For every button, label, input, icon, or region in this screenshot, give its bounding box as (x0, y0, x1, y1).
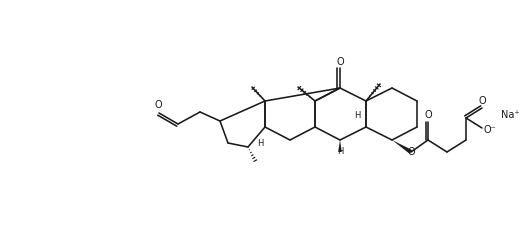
Text: O⁻: O⁻ (483, 125, 496, 135)
Polygon shape (392, 140, 412, 154)
Text: O: O (336, 57, 344, 67)
Text: O: O (424, 110, 432, 120)
Text: O: O (154, 100, 162, 110)
Text: H: H (337, 148, 343, 156)
Text: Na⁺: Na⁺ (501, 110, 519, 120)
Text: O: O (478, 96, 486, 106)
Text: H: H (257, 138, 263, 148)
Text: H: H (354, 112, 360, 120)
Polygon shape (338, 140, 342, 152)
Text: O: O (407, 147, 415, 157)
